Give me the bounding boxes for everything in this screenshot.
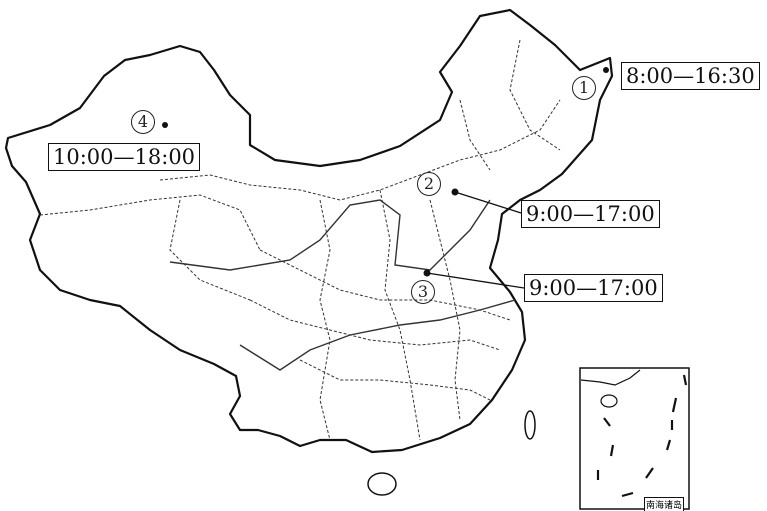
inset-south-china-sea (579, 367, 690, 510)
time-label-4: 10:00—18:00 (48, 143, 201, 171)
inset-label: 南海诸岛 (644, 497, 685, 511)
marker-4: 4 (131, 110, 155, 134)
yellow-river (169, 199, 491, 271)
marker-1: 1 (572, 76, 596, 100)
time-label-3: 9:00—17:00 (524, 274, 663, 302)
map-dots (162, 67, 609, 277)
marker-2: 2 (417, 172, 441, 196)
province-borders (39, 39, 561, 441)
country-outline (4, 8, 614, 454)
yangtze-river (239, 299, 516, 371)
marker-3: 3 (411, 280, 435, 304)
leader-lines (426, 191, 525, 289)
hainan-island (367, 472, 397, 496)
time-label-2: 9:00—17:00 (521, 200, 660, 228)
time-label-1: 8:00—16:30 (621, 62, 760, 90)
taiwan-island (524, 410, 536, 440)
